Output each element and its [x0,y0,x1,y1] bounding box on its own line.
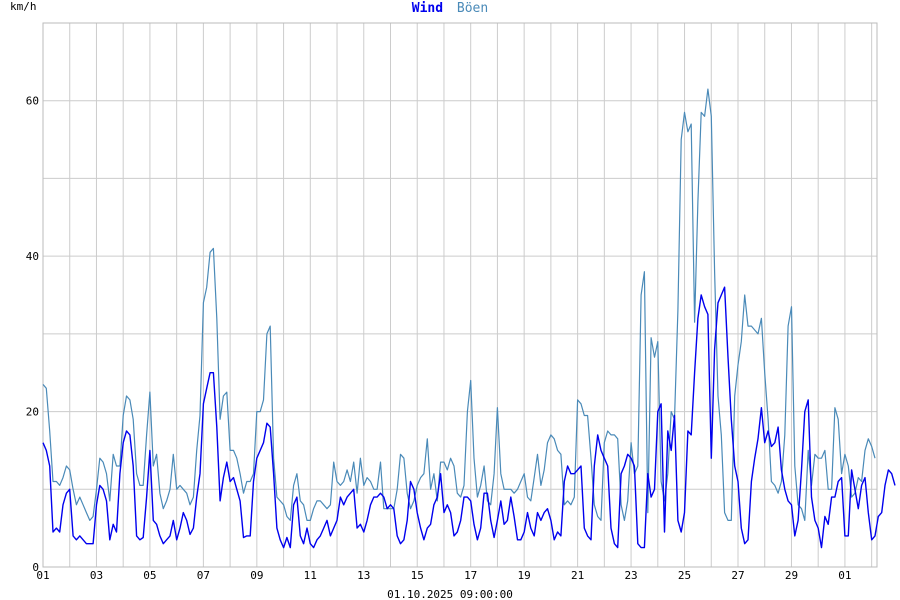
x-tick-label: 27 [731,569,744,582]
chart-title: Wind Böen [412,1,488,16]
y-tick-label: 60 [26,95,39,108]
x-tick-label: 19 [518,569,531,582]
title-wind-legend: Wind [412,1,443,16]
y-tick-label: 40 [26,250,39,263]
x-tick-label: 25 [678,569,691,582]
y-axis-unit-label: km/h [10,0,37,13]
x-tick-label: 07 [197,569,210,582]
x-tick-label: 13 [357,569,370,582]
series-line-wind [42,286,896,549]
y-tick-label: 0 [32,561,39,574]
y-tick-label: 20 [26,406,39,419]
x-tick-label: 23 [624,569,637,582]
x-tick-label: 03 [90,569,103,582]
series-layer [42,88,896,549]
plot-area [43,23,877,567]
x-tick-label: 21 [571,569,584,582]
plot-frame [42,22,878,568]
x-tick-label: 15 [411,569,424,582]
x-tick-label: 05 [143,569,156,582]
x-tick-label: 29 [785,569,798,582]
grid [42,22,878,568]
x-tick-label: 09 [250,569,263,582]
timestamp-footer: 01.10.2025 09:00:00 [387,588,513,600]
series-line-gusts [42,88,876,522]
x-tick-label: 11 [304,569,317,582]
x-tick-label: 01 [838,569,851,582]
x-tick-label: 17 [464,569,477,582]
x-tick-label: 01 [36,569,49,582]
title-gust-legend: Böen [457,1,488,16]
